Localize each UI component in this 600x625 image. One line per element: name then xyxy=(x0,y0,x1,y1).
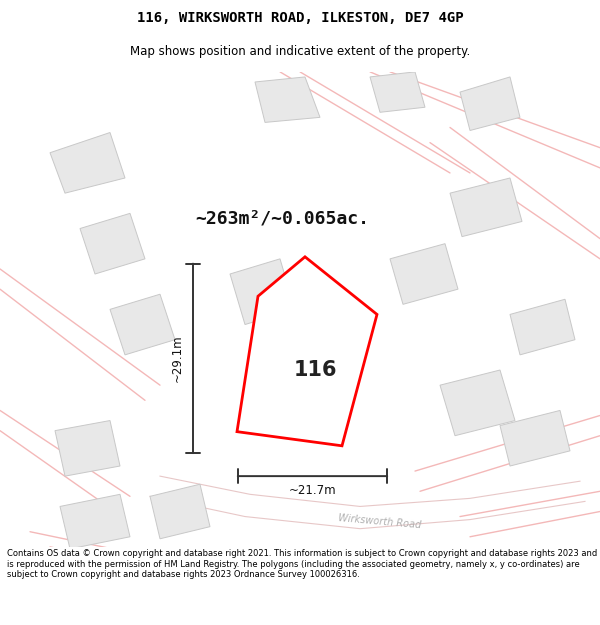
Polygon shape xyxy=(50,132,125,193)
Polygon shape xyxy=(237,257,377,446)
Text: ~263m²/~0.065ac.: ~263m²/~0.065ac. xyxy=(195,209,369,227)
Text: ~21.7m: ~21.7m xyxy=(289,484,337,497)
Polygon shape xyxy=(370,72,425,112)
Polygon shape xyxy=(230,259,295,324)
Polygon shape xyxy=(500,411,570,466)
Polygon shape xyxy=(510,299,575,355)
Polygon shape xyxy=(150,484,210,539)
Polygon shape xyxy=(255,77,320,122)
Polygon shape xyxy=(80,213,145,274)
Polygon shape xyxy=(440,370,515,436)
Text: Contains OS data © Crown copyright and database right 2021. This information is : Contains OS data © Crown copyright and d… xyxy=(7,549,598,579)
Polygon shape xyxy=(460,77,520,131)
Text: Map shows position and indicative extent of the property.: Map shows position and indicative extent… xyxy=(130,45,470,58)
Text: Wirksworth Road: Wirksworth Road xyxy=(338,513,422,530)
Polygon shape xyxy=(250,329,345,401)
Text: 116, WIRKSWORTH ROAD, ILKESTON, DE7 4GP: 116, WIRKSWORTH ROAD, ILKESTON, DE7 4GP xyxy=(137,11,463,25)
Polygon shape xyxy=(390,244,458,304)
Polygon shape xyxy=(450,178,522,237)
Polygon shape xyxy=(55,421,120,476)
Text: ~29.1m: ~29.1m xyxy=(170,334,184,382)
Polygon shape xyxy=(110,294,175,355)
Polygon shape xyxy=(60,494,130,549)
Text: 116: 116 xyxy=(293,360,337,380)
